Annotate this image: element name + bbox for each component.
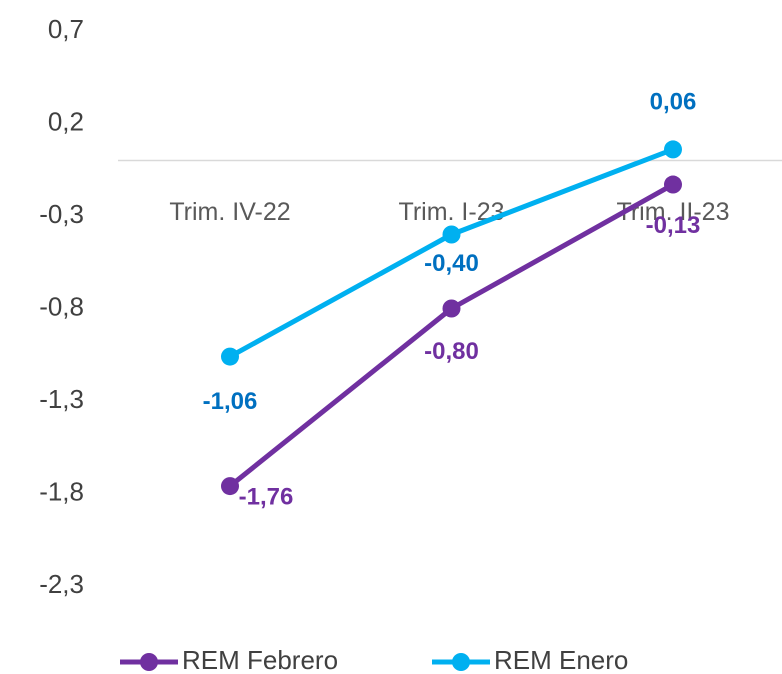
y-tick-label: -0,8: [39, 291, 84, 321]
data-label: -0,13: [646, 212, 701, 239]
data-label: -0,80: [424, 338, 479, 365]
point: [442, 299, 461, 318]
y-tick-label: -1,8: [39, 476, 84, 506]
y-tick-label: 0,2: [48, 106, 84, 136]
point: [664, 175, 682, 194]
point: [664, 140, 682, 159]
legend-label: REM Enero: [494, 645, 628, 674]
y-tick-label: -1,3: [39, 384, 84, 414]
point: [442, 225, 461, 244]
data-label: -1,06: [203, 388, 258, 415]
y-tick-label: -2,3: [39, 569, 84, 599]
data-label: 0,06: [650, 89, 697, 116]
x-tick-label: Trim. IV-22: [169, 198, 290, 226]
legend-label: REM Febrero: [182, 645, 338, 674]
data-label: -0,40: [424, 250, 479, 277]
y-tick-label: 0,7: [48, 14, 84, 44]
point: [221, 347, 239, 366]
data-label: -1,76: [239, 483, 294, 510]
legend-marker: [140, 653, 158, 671]
y-tick-label: -0,3: [39, 199, 84, 229]
point: [221, 477, 239, 496]
legend-marker: [452, 653, 470, 671]
